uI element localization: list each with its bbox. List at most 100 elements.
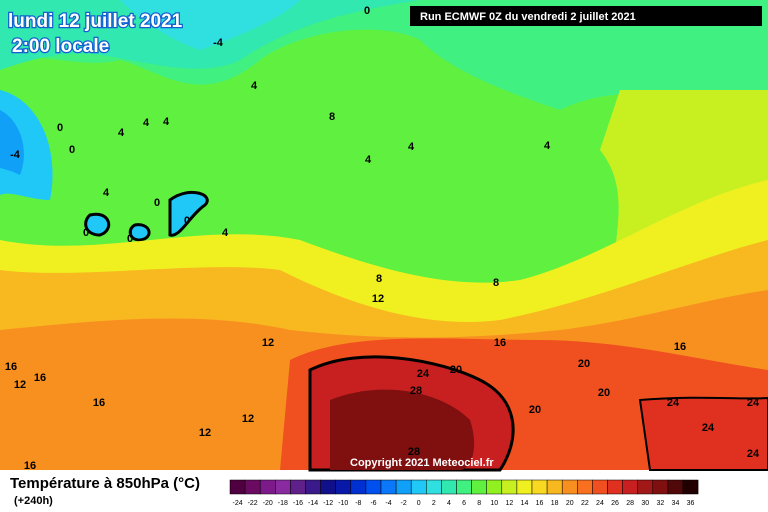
legend-swatch	[516, 479, 533, 495]
legend-label: 0	[417, 500, 421, 507]
legend-label: 18	[551, 500, 559, 507]
contour-label: 12	[262, 337, 274, 349]
contour-label: 4	[365, 154, 372, 166]
legend-swatch	[592, 479, 608, 495]
map-background	[0, 0, 768, 472]
legend-swatch	[229, 479, 246, 495]
legend-swatch	[305, 479, 321, 495]
copyright: Copyright 2021 Meteociel.fr	[350, 457, 494, 469]
legend-label: -6	[370, 500, 376, 507]
contour-label: 28	[408, 446, 420, 458]
contour-label: 0	[83, 227, 89, 239]
legend-label: 6	[462, 500, 466, 507]
legend-label: -10	[338, 500, 348, 507]
date-title: lundi 12 juillet 2021	[8, 11, 183, 32]
legend-swatch	[682, 479, 699, 495]
legend-swatch	[320, 479, 336, 495]
legend-label: 32	[656, 500, 664, 507]
legend-title: Température à 850hPa (°C)	[10, 475, 200, 492]
legend-label: 30	[641, 500, 649, 507]
legend-swatch	[486, 479, 503, 495]
legend-label: 28	[626, 500, 634, 507]
legend-label: -16	[293, 500, 303, 507]
legend-label: -2	[401, 500, 407, 507]
contour-label: 12	[199, 427, 211, 439]
legend-label: 20	[566, 500, 574, 507]
legend-swatch	[365, 479, 382, 495]
contour-label: 24	[702, 422, 715, 434]
legend-subtitle: (+240h)	[14, 495, 53, 507]
legend-label: 14	[521, 500, 529, 507]
contour-label: 0	[184, 215, 190, 227]
legend-swatch	[456, 479, 472, 495]
contour-label: 28	[410, 385, 422, 397]
contour-label: 8	[376, 273, 382, 285]
contour-label: 20	[578, 358, 590, 370]
legend-swatch	[441, 479, 457, 495]
legend-swatch	[350, 479, 367, 495]
legend-swatch	[607, 479, 623, 495]
legend-label: 26	[611, 500, 619, 507]
legend-label: 12	[505, 500, 513, 507]
contour-label: 16	[24, 460, 36, 472]
contour-label: 16	[93, 397, 105, 409]
legend-swatch	[652, 479, 669, 495]
contour-label: 24	[747, 448, 760, 460]
contour-label: 0	[57, 122, 63, 134]
contour-label: 16	[674, 341, 686, 353]
contour-label: -4	[10, 149, 21, 161]
legend-label: 34	[672, 500, 680, 507]
contour-label: 0	[154, 197, 160, 209]
legend-swatch	[244, 479, 261, 495]
legend-swatch	[561, 479, 578, 495]
legend-swatch	[501, 479, 518, 495]
contour-label: 24	[417, 368, 430, 380]
run-box	[410, 6, 762, 26]
contour-label: 8	[329, 111, 335, 123]
contour-label: 4	[118, 127, 125, 139]
contour-label: 4	[143, 117, 150, 129]
legend-swatch	[471, 479, 487, 495]
contour-label: 4	[408, 141, 415, 153]
legend-swatch	[426, 479, 442, 495]
legend-swatch	[577, 479, 593, 495]
contour-label: 4	[544, 140, 551, 152]
legend-swatch	[622, 479, 638, 495]
contour-label: 12	[372, 293, 384, 305]
contour-label: 12	[14, 379, 26, 391]
legend-label: 2	[432, 500, 436, 507]
legend-swatch	[637, 479, 654, 495]
legend-label: -4	[385, 500, 391, 507]
legend-label: -8	[355, 500, 361, 507]
contour-label: 20	[529, 404, 541, 416]
legend-label: 8	[477, 500, 481, 507]
contour-label: 0	[127, 233, 133, 245]
contour-label: 8	[493, 277, 499, 289]
legend-swatch	[667, 479, 684, 495]
legend-swatch	[531, 479, 548, 495]
legend-swatch	[259, 479, 276, 495]
legend-label: 10	[490, 500, 498, 507]
legend-label: 24	[596, 500, 604, 507]
legend-label: -18	[278, 500, 288, 507]
legend-label: -22	[248, 500, 258, 507]
legend-swatch	[335, 479, 352, 495]
contour-label: 4	[163, 116, 170, 128]
contour-label: 0	[69, 144, 75, 156]
legend-swatch	[546, 479, 563, 495]
legend-label: -12	[323, 500, 333, 507]
legend-swatch	[290, 479, 306, 495]
contour-label: 12	[242, 413, 254, 425]
contour-label: 4	[222, 227, 229, 239]
contour-label: 16	[5, 361, 17, 373]
contour-label: 24	[667, 397, 680, 409]
contour-label: 20	[598, 387, 610, 399]
contour-label: 4	[251, 80, 258, 92]
contour-label: 16	[494, 337, 506, 349]
legend-label: 22	[581, 500, 589, 507]
legend-label: -20	[263, 500, 273, 507]
legend-label: -24	[232, 500, 242, 507]
contour-label: 20	[450, 364, 462, 376]
contour-label: 4	[103, 187, 110, 199]
